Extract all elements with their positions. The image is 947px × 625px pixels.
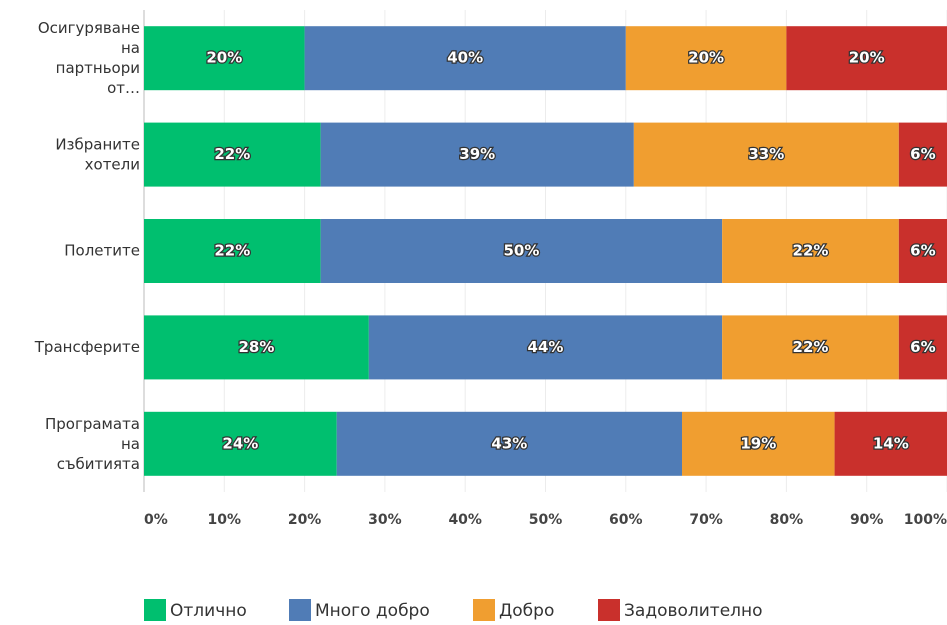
bar-label: 6% xyxy=(910,338,935,356)
bar-label: 6% xyxy=(910,242,935,260)
bar-label: 39% xyxy=(459,145,495,163)
bar-segment xyxy=(786,26,947,91)
bar-label: 19% xyxy=(740,434,776,452)
x-tick-label: 20% xyxy=(288,512,322,528)
bar-segment xyxy=(144,122,321,187)
x-tick-label: 70% xyxy=(689,512,723,528)
bar-label: 28% xyxy=(238,338,274,356)
bar-segment xyxy=(144,26,305,91)
bar-label: 50% xyxy=(503,242,539,260)
x-tick-label: 10% xyxy=(208,512,242,528)
legend-swatch xyxy=(598,599,620,621)
bar-label: 22% xyxy=(793,338,829,356)
bar-segment xyxy=(320,122,634,187)
bar-label: 6% xyxy=(910,145,935,163)
legend-label: Много добро xyxy=(315,601,430,621)
x-tick-label: 0% xyxy=(144,512,168,528)
bar-segment xyxy=(368,315,723,380)
legend-swatch xyxy=(144,599,166,621)
bar-segment xyxy=(898,315,947,380)
x-tick-label: 60% xyxy=(609,512,643,528)
bar-segment xyxy=(722,315,899,380)
bar-segment xyxy=(144,219,321,283)
bar-segment xyxy=(633,122,899,187)
category-label: Избраните хотели xyxy=(55,135,140,173)
x-tick-label: 50% xyxy=(529,512,563,528)
legend-swatch xyxy=(289,599,311,621)
x-tick-label: 30% xyxy=(368,512,402,528)
category-label: Полетите xyxy=(64,242,140,260)
bar-segment xyxy=(898,219,947,283)
bar-label: 40% xyxy=(447,49,483,67)
bar-segment xyxy=(898,122,947,187)
bar-label: 33% xyxy=(748,145,784,163)
x-tick-label: 80% xyxy=(770,512,804,528)
bar-segment xyxy=(834,411,947,476)
category-label: Осигуряване на партньори от… xyxy=(38,19,140,97)
x-tick-label: 100% xyxy=(904,512,947,528)
bar-label: 22% xyxy=(214,242,250,260)
category-label: Трансферите xyxy=(34,338,140,356)
x-tick-label: 90% xyxy=(850,512,884,528)
legend-label: Отлично xyxy=(170,601,247,621)
bar-segment xyxy=(722,219,899,283)
bar-label: 20% xyxy=(206,49,242,67)
bar-label: 20% xyxy=(688,49,724,67)
bar-label: 22% xyxy=(793,242,829,260)
bar-label: 22% xyxy=(214,145,250,163)
bar-segment xyxy=(320,219,723,283)
bar-segment xyxy=(144,411,337,476)
bar-segment xyxy=(336,411,683,476)
legend-label: Добро xyxy=(499,601,554,621)
bar-segment xyxy=(625,26,787,91)
bar-label: 20% xyxy=(849,49,885,67)
bar-label: 43% xyxy=(491,434,527,452)
category-label: Програмата на събитията xyxy=(45,414,140,472)
bar-segment xyxy=(682,411,835,476)
bar-label: 24% xyxy=(222,434,258,452)
bar-label: 14% xyxy=(873,434,909,452)
x-tick-label: 40% xyxy=(448,512,482,528)
bar-segment xyxy=(304,26,626,91)
legend-label: Задоволително xyxy=(624,601,763,621)
bar-label: 44% xyxy=(528,338,564,356)
legend-swatch xyxy=(473,599,495,621)
bar-segment xyxy=(144,315,369,380)
